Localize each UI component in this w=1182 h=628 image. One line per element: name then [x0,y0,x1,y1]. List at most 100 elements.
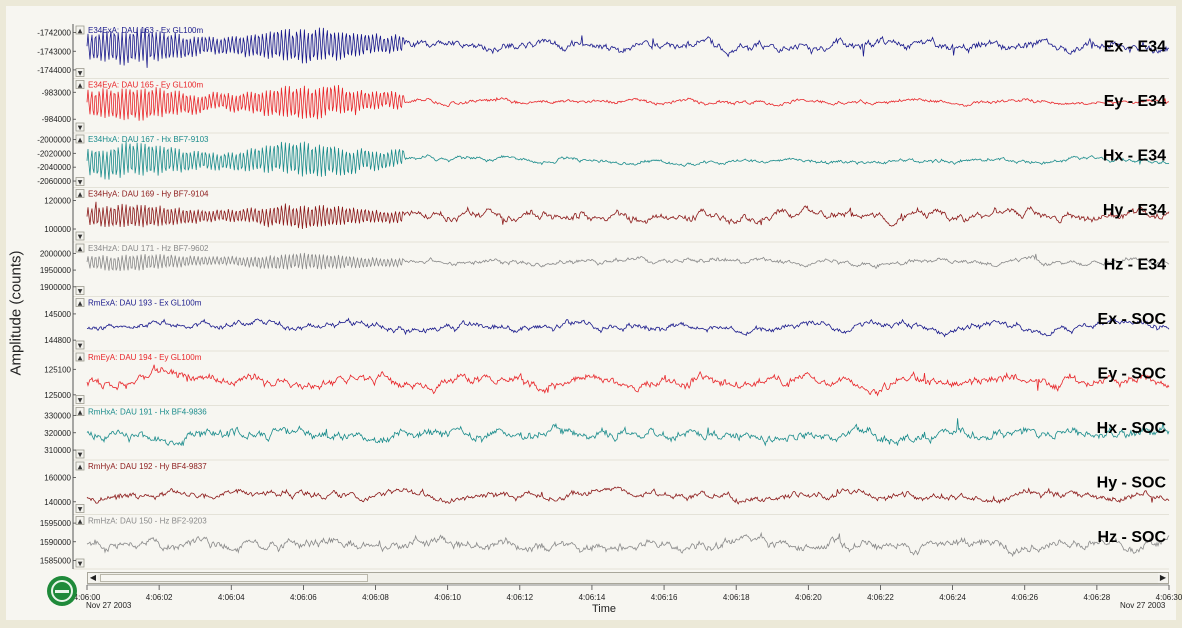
band-scroll-down-button [75,177,85,186]
channel-label: RmHxA: DAU 191 - Hx BF4-9836 [88,408,207,417]
y-tick-label: 1950000 [40,266,72,275]
horizontal-scrollbar[interactable]: ◀ ▶ [87,572,1169,584]
up-arrow-icon: ▲ [78,137,83,144]
band-scroll-up-button [75,243,85,253]
band-scroll-up-button [75,352,85,362]
series-trace [86,418,1170,447]
y-tick-label: 144800 [44,336,71,345]
x-tick-label: 4:06:20 [795,593,822,602]
y-tick-label: 120000 [44,196,71,205]
up-arrow-icon: ▲ [78,300,83,307]
series-title: Hy - SOC [1097,474,1167,491]
x-tick-label: 4:06:22 [867,593,894,602]
channel-label: E34ExA: DAU 163 - Ex GL100m [88,26,204,35]
series-trace [86,27,1170,68]
up-arrow-icon: ▲ [78,518,83,525]
y-tick-label: -2040000 [37,163,71,172]
x-tick-label: 4:06:10 [434,593,461,602]
down-arrow-icon: ▼ [78,452,83,459]
channel-label: E34HyA: DAU 169 - Hy BF7-9104 [88,190,209,199]
y-tick-label: -1742000 [37,29,71,38]
band-scroll-up-button [75,80,85,89]
y-tick-label: 125000 [44,391,71,400]
series-title: Hx - SOC [1097,420,1167,437]
series-trace [86,141,1170,180]
band-scroll-down-button [75,68,85,77]
band-scroll-up-button [75,407,85,416]
down-arrow-icon: ▼ [78,506,83,513]
x-tick-label: 4:06:30 [1156,593,1182,602]
down-arrow-icon: ▼ [78,70,83,77]
y-tick-label: 1900000 [40,283,72,292]
series-title: Ey - SOC [1098,365,1167,382]
y-tick-label: 140000 [44,498,71,507]
series-trace [86,486,1170,505]
y-tick-label: 1585000 [40,556,72,565]
x-tick-label: 4:06:04 [218,593,245,602]
band-scroll-up-button [75,298,85,307]
series-trace [86,317,1170,338]
series-trace [86,84,1169,121]
x-start-date: Nov 27 2003 [86,601,132,610]
series-title: Hz - E34 [1104,256,1166,273]
channel-label: RmHyA: DAU 192 - Hy BF4-9837 [88,462,207,471]
x-tick-label: 4:06:08 [362,593,389,602]
up-arrow-icon: ▲ [78,464,83,471]
y-tick-label: -2060000 [37,177,71,186]
y-tick-label: -2020000 [37,149,71,158]
band-scroll-up-button [75,461,85,471]
series-trace [86,364,1170,397]
y-tick-label: 125100 [44,365,71,374]
scroll-left-arrow-icon[interactable]: ◀ [88,573,98,583]
y-tick-label: 2000000 [40,249,72,258]
series-title: Ex - SOC [1098,311,1167,328]
band-scroll-up-button [75,189,85,198]
series-title: Hx - E34 [1103,147,1166,164]
y-tick-label: 160000 [44,474,71,483]
band-scroll-down-button [75,286,85,295]
x-axis-title: Time [591,603,617,615]
x-tick-label: 4:06:06 [290,593,317,602]
y-tick-label: -984000 [42,115,72,124]
y-tick-label: 320000 [44,429,71,438]
channel-label: RmHzA: DAU 150 - Hz BF2-9203 [88,517,207,526]
y-tick-label: 1595000 [40,519,72,528]
up-arrow-icon: ▲ [78,409,83,416]
y-tick-label: 1590000 [40,538,72,547]
series-title: Hz - SOC [1098,529,1167,546]
x-tick-label: 4:06:14 [579,593,606,602]
globe-logo-icon[interactable] [47,576,77,606]
band-scroll-up-button [75,25,85,35]
down-arrow-icon: ▼ [78,179,83,186]
series-trace [86,201,1170,230]
down-arrow-icon: ▼ [78,397,83,404]
down-arrow-icon: ▼ [78,288,83,295]
up-arrow-icon: ▲ [78,191,83,198]
band-scroll-down-button [75,340,85,350]
series-trace [86,252,1170,271]
channel-label: E34HzA: DAU 171 - Hz BF7-9602 [88,244,209,253]
scrollbar-thumb[interactable] [100,574,368,582]
channel-label: E34HxA: DAU 167 - Hx BF7-9103 [88,135,209,144]
band-scroll-up-button [75,134,85,144]
band-scroll-up-button [75,516,85,525]
band-scroll-down-button [75,449,85,459]
scroll-right-arrow-icon[interactable]: ▶ [1158,573,1168,583]
y-tick-label: 330000 [44,411,71,420]
down-arrow-icon: ▼ [78,125,83,132]
series-trace [86,531,1170,558]
channel-label: RmEyA: DAU 194 - Ey GL100m [88,353,202,362]
band-scroll-down-button [75,122,85,132]
plot-frame [6,6,1176,620]
down-arrow-icon: ▼ [78,561,83,568]
x-tick-label: 4:06:26 [1011,593,1038,602]
y-tick-label: -2000000 [37,135,71,144]
down-arrow-icon: ▼ [78,343,83,350]
x-tick-label: 4:06:02 [146,593,173,602]
band-scroll-down-button [75,558,85,568]
y-tick-label: 310000 [44,446,71,455]
x-tick-label: 4:06:12 [506,593,533,602]
band-scroll-down-button [75,231,85,241]
up-arrow-icon: ▲ [78,82,83,89]
